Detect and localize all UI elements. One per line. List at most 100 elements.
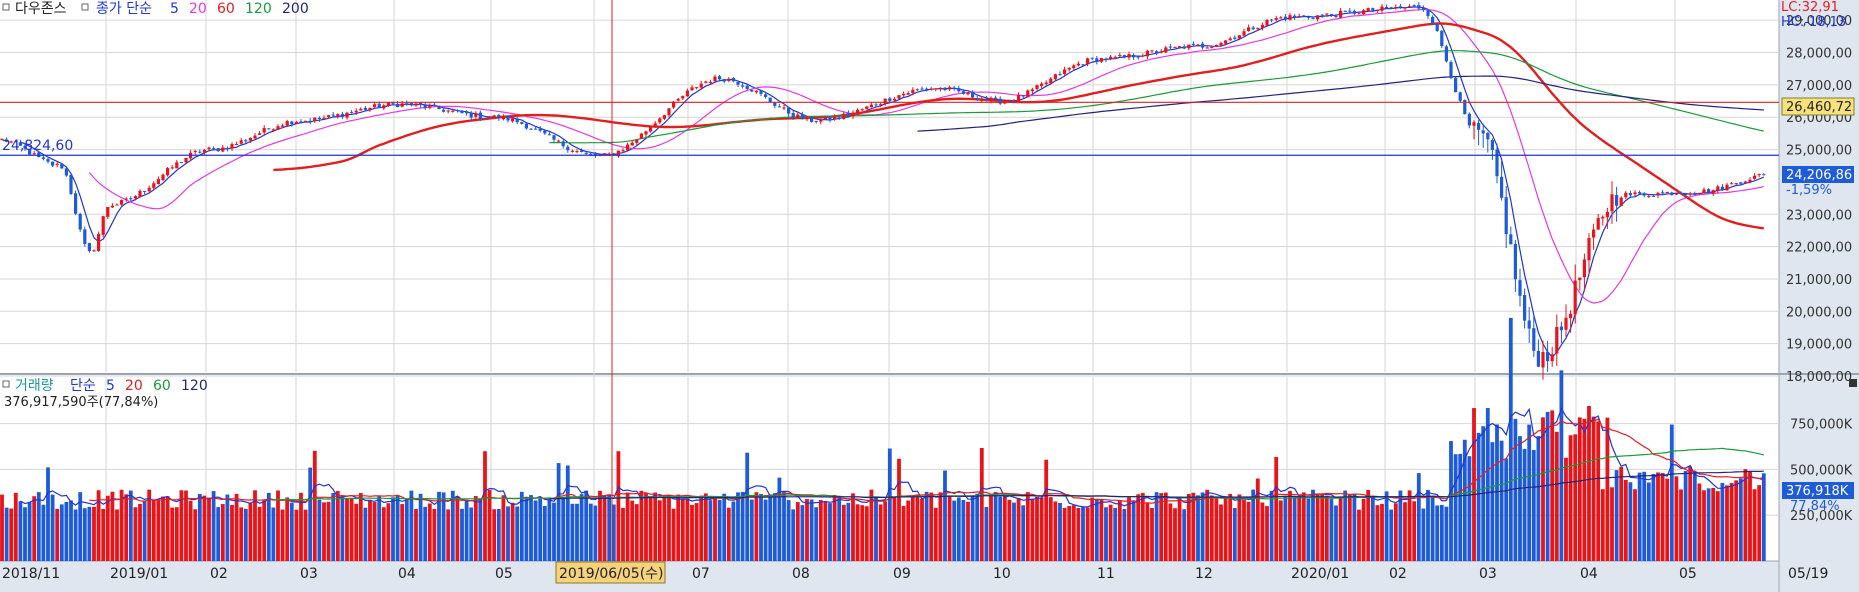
candle-body <box>1104 58 1108 61</box>
volume-bar <box>529 495 533 561</box>
volume-bar <box>846 502 851 561</box>
volume-bar <box>782 492 786 561</box>
candle-body <box>713 76 717 82</box>
volume-bar <box>492 509 497 561</box>
candle-body <box>92 250 96 252</box>
volume-bar <box>1692 471 1697 561</box>
volume-bar <box>418 493 423 561</box>
candle-body <box>1233 37 1237 39</box>
volume-bar <box>1209 495 1214 561</box>
candle-body <box>1150 50 1154 52</box>
candle-body <box>938 87 942 89</box>
indicator-toggle-icon[interactable] <box>81 3 89 11</box>
candle-body <box>391 102 395 104</box>
candle-body <box>929 88 933 90</box>
volume-bar <box>1453 454 1458 561</box>
candle-body <box>1403 7 1407 9</box>
candle-body <box>1159 51 1163 53</box>
volume-bar <box>363 507 368 561</box>
volume-bar <box>800 505 805 561</box>
volume-ma-line <box>89 418 1765 504</box>
candle-body <box>28 149 32 155</box>
volume-bar <box>96 490 101 561</box>
candle-body <box>1205 47 1209 49</box>
volume-bar <box>1030 498 1035 561</box>
volume-bar <box>584 490 589 561</box>
volume-close-icon[interactable] <box>1849 379 1857 387</box>
volume-bar <box>906 500 911 561</box>
volume-bar <box>1237 494 1242 561</box>
candle-body <box>828 117 832 121</box>
candle-body <box>612 153 616 156</box>
candle-body <box>152 183 156 188</box>
panel-toggle-icon[interactable] <box>2 3 10 11</box>
volume-bar <box>1508 317 1513 561</box>
candle-body <box>1224 40 1228 44</box>
volume-bar <box>726 507 731 561</box>
candle-body <box>764 94 768 97</box>
candle-body <box>823 117 827 119</box>
volume-bar <box>975 493 980 561</box>
crosshair-date-box <box>555 561 666 584</box>
volume-bar <box>1163 492 1168 561</box>
candle-body <box>414 103 418 106</box>
last-volume-box <box>1782 482 1854 499</box>
volume-bar <box>680 498 685 561</box>
ma-legend-item: 120 <box>245 1 272 17</box>
candle-body <box>934 88 938 90</box>
candle-body <box>87 243 91 251</box>
volume-bar <box>676 494 681 561</box>
candle-body <box>1490 140 1494 150</box>
volume-bar <box>703 493 708 561</box>
volume-bar <box>920 498 924 561</box>
candle-body <box>1306 16 1310 18</box>
candle-body <box>170 167 174 169</box>
candle-body <box>423 105 427 108</box>
candle-body <box>773 102 777 106</box>
volume-bar <box>165 496 170 561</box>
price-tick-label: 21,000,00 <box>1786 273 1852 288</box>
volume-bar <box>878 504 883 561</box>
candle-body <box>1191 43 1195 45</box>
candle-body <box>409 103 413 106</box>
volume-bar <box>897 458 901 561</box>
volume-bar <box>602 495 607 561</box>
volume-bar <box>805 499 809 561</box>
candle-body <box>322 117 326 119</box>
candle-body <box>1362 10 1366 15</box>
volume-bar <box>1545 411 1550 561</box>
candle-body <box>1734 183 1738 185</box>
volume-bar <box>851 493 855 561</box>
candle-body <box>1408 6 1412 8</box>
volume-bar <box>593 505 598 561</box>
volume-bar <box>1398 490 1403 561</box>
volume-bar <box>989 495 993 561</box>
volume-bar <box>952 500 957 561</box>
volume-bar <box>345 498 349 561</box>
volume-ma-line <box>20 406 1764 508</box>
candle-body <box>998 98 1002 104</box>
candle-body <box>1417 5 1421 9</box>
candle-body <box>685 90 689 97</box>
volume-bar <box>657 500 662 561</box>
volume-bar <box>1504 458 1509 561</box>
candle-body <box>1049 78 1053 84</box>
price-tick-label: 19,000,00 <box>1786 338 1852 353</box>
volume-bar <box>648 496 653 561</box>
candle-body <box>64 168 68 176</box>
candle-body <box>791 113 795 118</box>
volume-bar <box>303 509 308 561</box>
volume-tick-label: 500,000K <box>1790 463 1853 478</box>
volume-bar <box>998 496 1003 561</box>
volume-bar <box>1182 509 1187 561</box>
volume-bar <box>64 501 69 561</box>
candle-body <box>446 110 450 112</box>
volume-toggle-icon[interactable] <box>2 380 10 388</box>
candle-body <box>198 151 202 153</box>
candle-body <box>1569 313 1573 319</box>
candle-body <box>980 99 984 101</box>
volume-bar <box>1490 442 1495 561</box>
candle-body <box>1564 317 1568 330</box>
volume-bar <box>248 502 253 561</box>
